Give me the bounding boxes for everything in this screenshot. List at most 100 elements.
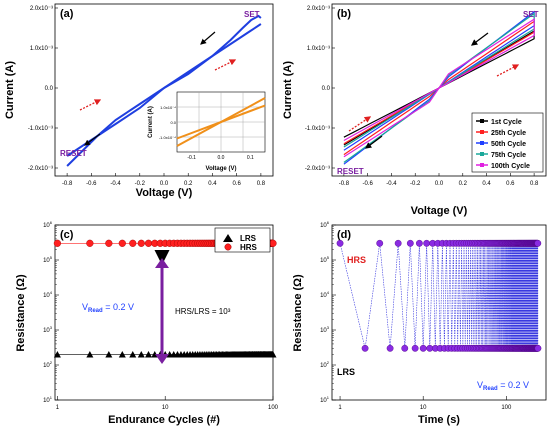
panel-c-legend-box (214, 227, 271, 253)
legend-label: 50th Cycle (491, 141, 526, 148)
legend-marker (480, 130, 484, 134)
legend-marker (480, 152, 484, 156)
hrs-point (415, 239, 423, 247)
panel-c-frame (54, 224, 274, 401)
panel-b-xtick-label: 0.0 (435, 181, 444, 187)
panel-c-ytick-label: 105 (43, 255, 53, 264)
panel-b-ytick-label: -1.0x10⁻³ (305, 126, 330, 132)
inset-xtick-label: 0.0 (218, 155, 225, 161)
inset-ytick-label: 0.0 (170, 120, 176, 125)
panel-a-xtick-label: -0.2 (135, 181, 146, 187)
panel-a-ytick-label: 2.0x10⁻³ (30, 6, 53, 12)
hrs-point (118, 239, 126, 247)
panel-c-ytick-label: 106 (43, 220, 53, 229)
panel-b-set-label: SET (523, 10, 539, 19)
hrs-point (137, 239, 145, 247)
panel-d-lrs-label: LRS (337, 367, 355, 377)
panel-c-ytick-label: 104 (43, 290, 53, 299)
lrs-point (118, 350, 126, 358)
panel-d-ytick-label: 103 (320, 325, 330, 334)
panel-c-arrow-head-down (155, 354, 169, 364)
panel-c-xtick-label: 100 (268, 405, 279, 411)
lrs-point (269, 350, 277, 358)
panel-a-arrow-red-bottom (79, 99, 102, 111)
panel-a-xtick-label: 0.2 (184, 181, 193, 187)
hrs-point (534, 239, 542, 247)
legend-marker (480, 119, 484, 123)
panel-b-legend: 1st Cycle 25th Cycle 50th Cycle 75th Cycle 1… (471, 112, 544, 173)
hrs-point (394, 239, 402, 247)
panel-c-legend: LRS HRS (214, 227, 271, 253)
hrs-point (423, 239, 431, 247)
panel-b: (b) -2.0x10⁻³ -1.0x10⁻³ 0.0 1.0x10⁻³ 2.0x10⁻… (282, 3, 547, 217)
lrs-point (411, 344, 419, 352)
panel-b-arrow-black-bottom (364, 135, 383, 149)
panel-b-ylabel: Current (A) (282, 61, 294, 119)
panel-c-ytick-label: 103 (43, 325, 53, 334)
panel-b-cycle-curve (343, 18, 535, 158)
panel-c-label: (c) (60, 229, 74, 241)
panel-b-xtick-label: 0.6 (506, 181, 515, 187)
hrs-point (144, 239, 153, 247)
panel-b-label: (b) (337, 8, 351, 20)
panel-a-label: (a) (60, 8, 74, 20)
panel-a-xtick-label: 0.8 (257, 181, 266, 187)
panel-a-arrow-red-top (214, 59, 237, 71)
panel-a-reset-label: RESET (60, 149, 87, 158)
hrs-point (406, 239, 414, 247)
inset-xlabel: Voltage (V) (206, 166, 237, 172)
panel-d: (d) 101 102 103 104 105 106 1 10 100 HRS LRS VR… (292, 220, 547, 426)
panel-d-ytick-label: 106 (320, 220, 330, 229)
panel-b-arrow-black-top (470, 32, 489, 46)
inset-xtick-label: -0.1 (187, 155, 196, 161)
inset-iv-line (176, 104, 266, 140)
panel-c-xtick-label: 10 (162, 405, 169, 411)
hrs-point (86, 239, 94, 247)
panel-c-ratio: HRS/LRS = 10³ (175, 307, 231, 316)
lrs-point (419, 344, 427, 352)
panel-b-xtick-label: -0.4 (386, 181, 397, 187)
panel-b-xlabel: Voltage (V) (411, 205, 468, 217)
legend-label: 25th Cycle (491, 130, 526, 137)
hrs-point (105, 239, 113, 247)
panel-a-ytick-label: -2.0x10⁻³ (28, 166, 53, 172)
panel-d-ytick-label: 105 (320, 255, 330, 264)
lrs-point (86, 350, 94, 358)
lrs-point (137, 350, 145, 358)
lrs-point (145, 350, 153, 358)
panel-a-arrow-black-top (200, 31, 216, 45)
panel-d-xtick-label: 1 (338, 405, 342, 411)
inset-ytick-label: -1.0x10⁻⁴ (159, 135, 176, 140)
panel-c-arrow-head-up (155, 258, 169, 268)
lrs-point (361, 344, 369, 352)
panel-a-ytick-label: 1.0x10⁻³ (30, 46, 53, 52)
panel-d-switching-line (339, 243, 539, 349)
panel-d-ytick-label: 101 (320, 395, 330, 404)
panel-a-inset: -0.1 0.0 0.1 -1.0x10⁻⁴ 0.0 1.0x10⁻⁴ Voltage (… (148, 91, 266, 172)
legend-label: 100th Cycle (491, 163, 530, 170)
panel-a-iv-branch (163, 14, 262, 89)
panel-b-ytick-label: 1.0x10⁻³ (307, 46, 330, 52)
hrs-point (269, 239, 277, 247)
panel-d-label: (d) (337, 229, 351, 241)
panel-a-iv-branch (66, 87, 165, 157)
panel-d-frame (331, 224, 547, 401)
inset-xtick-label: 0.1 (247, 155, 254, 161)
panel-d-vread: VRead = 0.2 V (477, 380, 529, 392)
panel-b-ytick-label: -2.0x10⁻³ (305, 166, 330, 172)
panel-b-ytick-label: 0.0 (322, 86, 331, 92)
legend-marker (480, 163, 484, 167)
lrs-point (105, 350, 113, 358)
legend-hrs-marker (224, 243, 232, 251)
panel-a-xlabel: Voltage (V) (136, 187, 193, 199)
panel-d-hrs-label: HRS (347, 255, 366, 265)
panel-c-ytick-label: 102 (43, 360, 53, 369)
panel-b-arrow-red-bottom (348, 116, 372, 132)
panel-c-xlabel: Endurance Cycles (#) (108, 414, 220, 426)
panel-c: (c) 101 102 103 104 105 106 1 10 100 LRS HRS VR… (15, 220, 279, 426)
panel-b-xtick-label: 0.4 (482, 181, 491, 187)
panel-b-xtick-label: 0.8 (530, 181, 539, 187)
legend-label: 1st Cycle (491, 119, 522, 126)
hrs-point (376, 239, 384, 247)
hrs-point (53, 239, 62, 247)
